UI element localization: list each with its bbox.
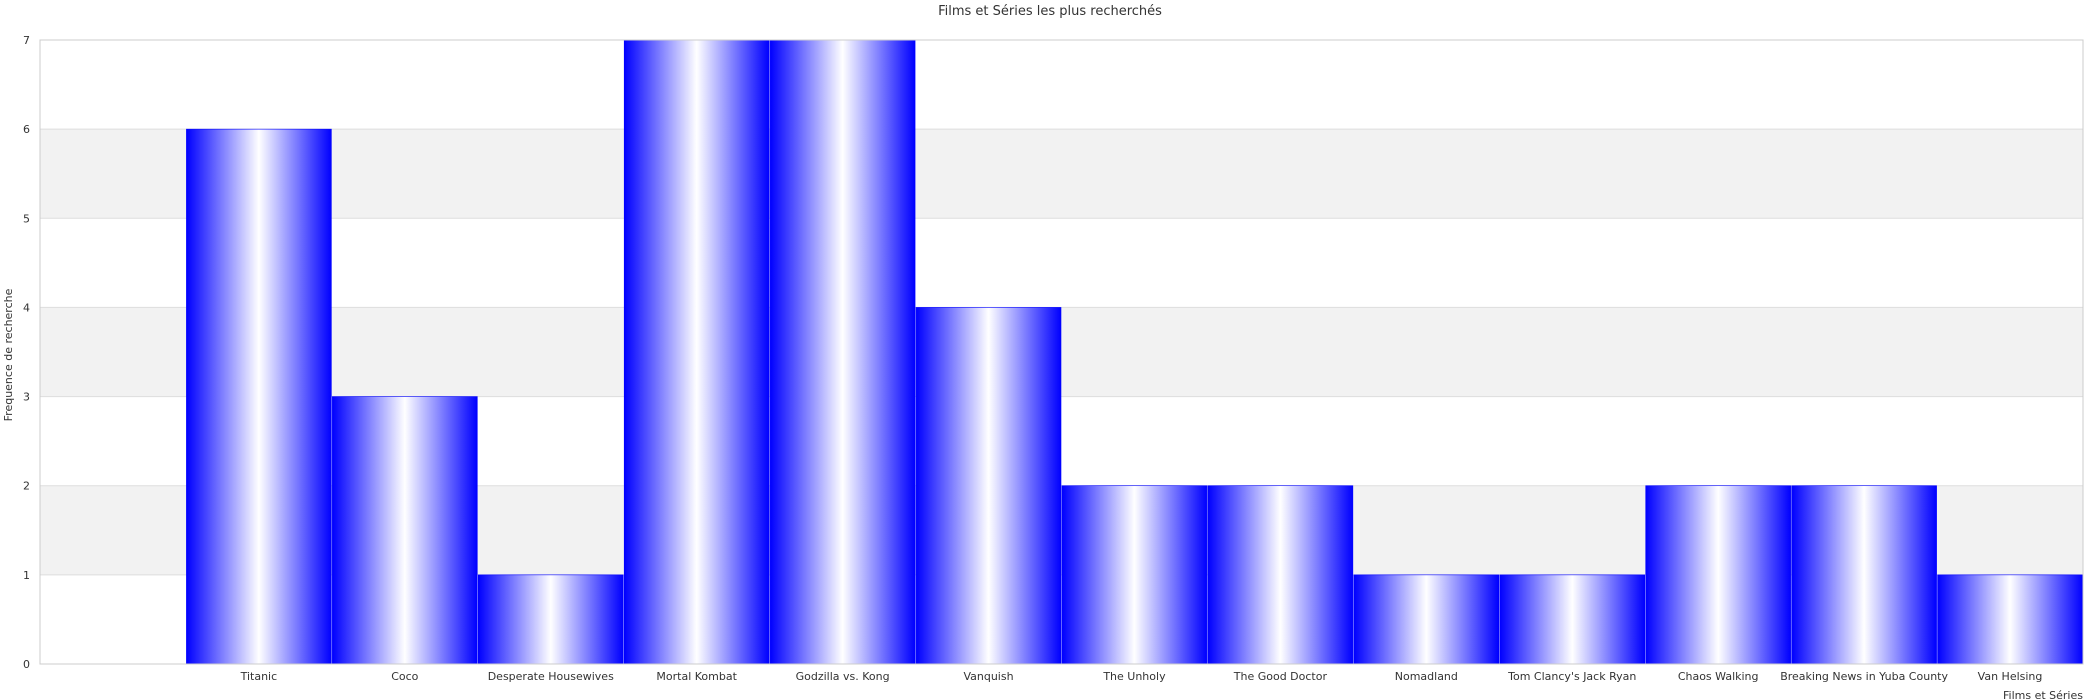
bars xyxy=(186,39,2083,665)
x-tick-label: The Unholy xyxy=(1102,670,1166,683)
bar xyxy=(915,307,1062,665)
x-tick-label: Vanquish xyxy=(963,670,1013,683)
bar xyxy=(623,39,770,665)
bar xyxy=(1207,485,1354,665)
x-tick-label: Titanic xyxy=(240,670,278,683)
x-axis-label: Films et Séries xyxy=(2003,689,2083,700)
bar xyxy=(1937,574,2083,665)
x-tick-label: Coco xyxy=(391,670,418,683)
bar xyxy=(186,128,332,665)
y-tick-label: 1 xyxy=(23,569,30,582)
y-tick-label: 7 xyxy=(23,34,30,47)
x-tick-label: Mortal Kombat xyxy=(656,670,737,683)
y-tick-label: 6 xyxy=(23,123,30,136)
x-tick-label: Breaking News in Yuba County xyxy=(1780,670,1948,683)
bar xyxy=(332,396,478,665)
plot-frame xyxy=(39,39,2084,665)
x-tick-label: Van Helsing xyxy=(1978,670,2043,683)
bar xyxy=(1353,574,1500,665)
x-tick-label: Nomadland xyxy=(1395,670,1458,683)
y-axis-label: Frequence de recherche xyxy=(2,288,15,421)
grid-band xyxy=(40,129,2083,219)
chart-title: Films et Séries les plus recherchés xyxy=(938,4,1162,19)
y-tick-label: 5 xyxy=(23,212,30,225)
y-tick-label: 0 xyxy=(23,658,30,671)
y-axis-ticks: 0 1 2 3 4 5 6 7 xyxy=(23,34,30,671)
x-tick-label: Godzilla vs. Kong xyxy=(796,670,890,683)
y-tick-label: 4 xyxy=(23,301,30,314)
x-tick-label: Tom Clancy's Jack Ryan xyxy=(1507,670,1636,683)
bar xyxy=(477,574,624,665)
x-tick-label: The Good Doctor xyxy=(1233,670,1328,683)
x-axis-ticks: Titanic Coco Desperate Housewives Mortal Ko… xyxy=(240,670,2043,683)
bar xyxy=(1645,485,1791,665)
bar xyxy=(1791,485,1937,665)
bar xyxy=(769,39,916,665)
bar xyxy=(1061,485,1208,665)
grid-band xyxy=(40,307,2083,397)
bar xyxy=(1499,574,1646,665)
x-tick-label: Chaos Walking xyxy=(1678,670,1759,683)
y-tick-label: 2 xyxy=(23,480,30,493)
y-tick-label: 3 xyxy=(23,391,30,404)
x-tick-label: Desperate Housewives xyxy=(488,670,614,683)
